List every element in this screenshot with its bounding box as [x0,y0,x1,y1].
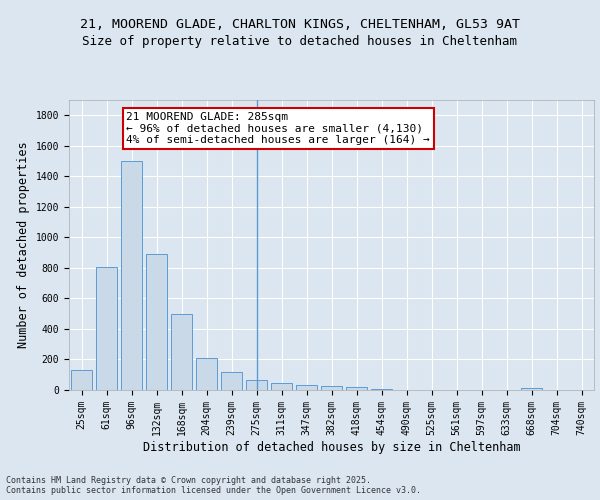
Text: 21 MOOREND GLADE: 285sqm
← 96% of detached houses are smaller (4,130)
4% of semi: 21 MOOREND GLADE: 285sqm ← 96% of detach… [127,112,430,146]
Bar [346,386,367,390]
Bar [121,161,142,390]
Bar [371,389,392,390]
Bar [296,385,317,390]
Text: 21, MOOREND GLADE, CHARLTON KINGS, CHELTENHAM, GL53 9AT: 21, MOOREND GLADE, CHARLTON KINGS, CHELT… [80,18,520,30]
Bar [521,388,542,390]
X-axis label: Distribution of detached houses by size in Cheltenham: Distribution of detached houses by size … [143,440,520,454]
Bar [321,386,342,390]
Bar [246,380,267,390]
Y-axis label: Number of detached properties: Number of detached properties [17,142,30,348]
Text: Contains HM Land Registry data © Crown copyright and database right 2025.
Contai: Contains HM Land Registry data © Crown c… [6,476,421,495]
Bar [71,370,92,390]
Bar [96,267,117,390]
Bar [196,358,217,390]
Bar [171,314,192,390]
Bar [271,382,292,390]
Bar [221,372,242,390]
Bar [146,254,167,390]
Text: Size of property relative to detached houses in Cheltenham: Size of property relative to detached ho… [83,35,517,48]
